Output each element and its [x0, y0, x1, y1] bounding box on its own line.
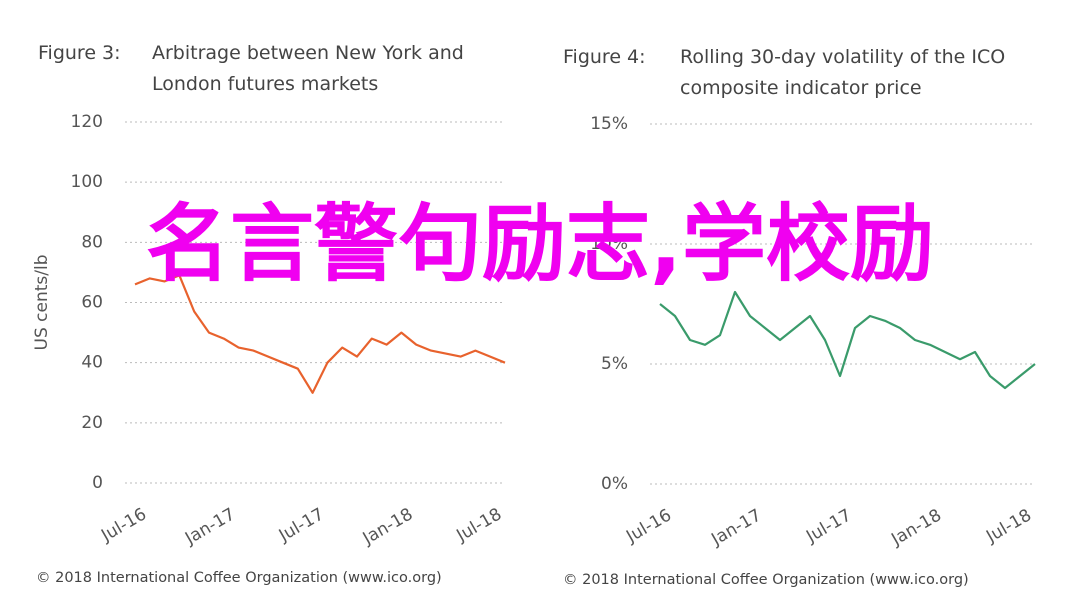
- y-tick-label: 10%: [590, 234, 628, 254]
- y-tick-label: 80: [81, 232, 103, 252]
- x-tick-label: Jan-18: [887, 505, 945, 550]
- overlay-text: 名言警句励志,学校励: [146, 195, 934, 293]
- y-tick-label: 60: [81, 293, 103, 313]
- x-tick-label: Jul-18: [982, 505, 1035, 547]
- x-tick-label: Jan-17: [707, 505, 765, 550]
- chart-title: Rolling 30-day volatility of the ICO com…: [680, 46, 1006, 99]
- chart-title: Arbitrage between New York and London fu…: [152, 42, 464, 95]
- y-tick-label: 40: [81, 353, 103, 373]
- y-tick-label: 20: [81, 413, 103, 433]
- y-axis-label: US cents/lb: [32, 255, 52, 351]
- figure-label: Figure 3:: [38, 42, 121, 64]
- x-tick-label: Jul-16: [97, 504, 150, 546]
- figure-label: Figure 4:: [563, 46, 646, 68]
- y-tick-label: 5%: [601, 354, 628, 374]
- y-tick-label: 100: [71, 172, 103, 192]
- source-note: © 2018 International Coffee Organization…: [563, 572, 969, 588]
- x-tick-label: Jul-18: [453, 504, 506, 546]
- x-tick-label: Jul-17: [802, 505, 855, 547]
- x-tick-label: Jan-17: [181, 504, 239, 549]
- data-line: [134, 274, 506, 394]
- x-tick-label: Jan-18: [359, 504, 417, 549]
- data-line: [659, 290, 1036, 390]
- y-tick-label: 0%: [601, 474, 628, 494]
- y-tick-label: 120: [71, 112, 103, 132]
- x-tick-label: Jul-17: [275, 504, 328, 546]
- source-note: © 2018 International Coffee Organization…: [36, 570, 442, 586]
- y-tick-label: 15%: [590, 114, 628, 134]
- y-tick-label: 0: [92, 473, 103, 493]
- x-tick-label: Jul-16: [622, 505, 675, 547]
